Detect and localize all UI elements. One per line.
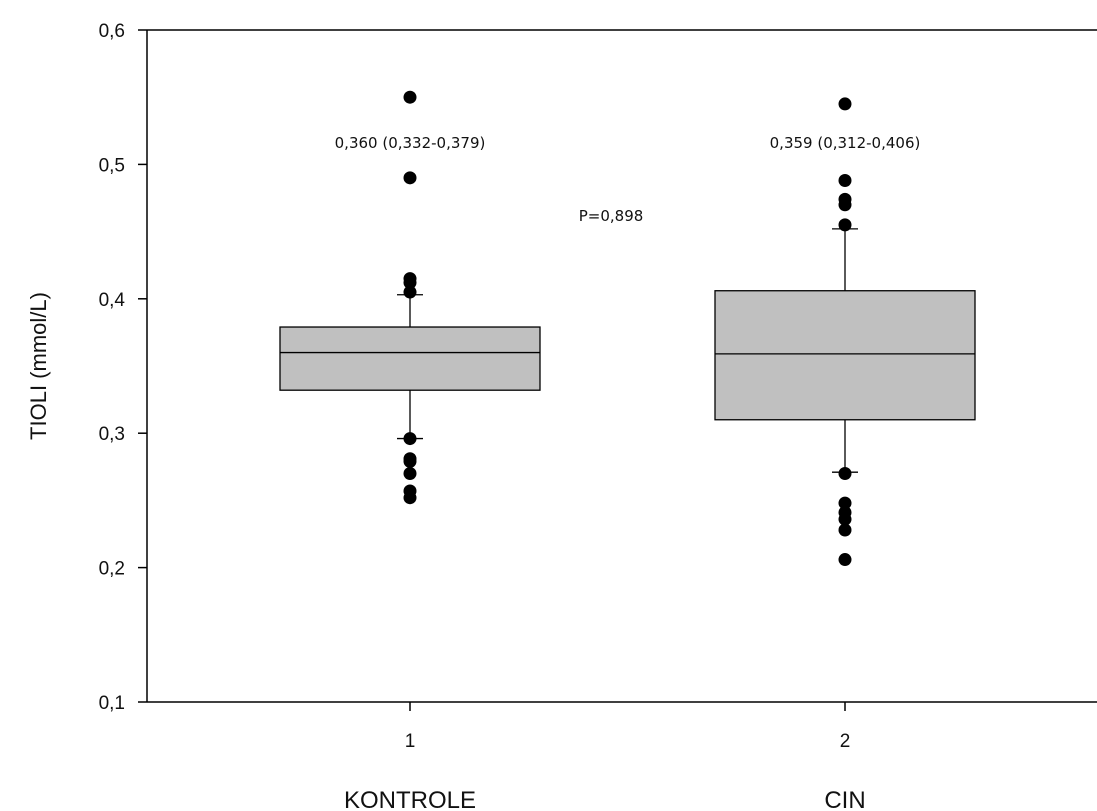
outlier-point bbox=[403, 467, 417, 481]
y-tick-label: 0,2 bbox=[99, 559, 125, 580]
y-tick-label: 0,3 bbox=[99, 424, 125, 445]
axes bbox=[146, 29, 1097, 703]
y-tick-label: 0,1 bbox=[99, 693, 125, 714]
box-group: 0,359 (0,312-0,406) bbox=[714, 97, 976, 567]
outlier-point bbox=[838, 174, 852, 188]
outlier-point bbox=[838, 467, 852, 481]
x-tick-label: 2 bbox=[840, 731, 851, 752]
y-ticks: 0,1 0,2 0,3 0,4 0,5 0,6 bbox=[99, 21, 147, 714]
outlier-point bbox=[838, 496, 852, 510]
group-label: CIN bbox=[824, 787, 865, 811]
outlier-point bbox=[838, 523, 852, 537]
box-group: 0,360 (0,332-0,379) bbox=[279, 90, 541, 505]
outlier-point bbox=[838, 553, 852, 567]
outlier-point bbox=[403, 285, 417, 299]
outlier-point bbox=[403, 171, 417, 185]
boxes: 0,360 (0,332-0,379) 0,359 (0,312-0,406) bbox=[279, 90, 976, 567]
summary-annotation: 0,359 (0,312-0,406) bbox=[770, 134, 921, 152]
y-tick-label: 0,5 bbox=[99, 155, 125, 176]
group-label: KONTROLE bbox=[344, 787, 476, 811]
outlier-point bbox=[403, 432, 417, 446]
x-ticks: 1 KONTROLE 2 CIN bbox=[344, 702, 866, 811]
outlier-point bbox=[838, 218, 852, 232]
outlier-point bbox=[838, 198, 852, 212]
outlier-point bbox=[403, 90, 417, 104]
outlier-point bbox=[838, 512, 852, 526]
outlier-point bbox=[403, 276, 417, 290]
box-iqr bbox=[714, 290, 976, 421]
y-tick-label: 0,6 bbox=[99, 21, 125, 42]
outlier-point bbox=[403, 491, 417, 505]
p-value-annotation: P=0,898 bbox=[579, 207, 644, 225]
outlier-point bbox=[838, 97, 852, 111]
y-axis-title: TIOLI (mmol/L) bbox=[26, 292, 51, 440]
summary-annotation: 0,360 (0,332-0,379) bbox=[335, 134, 486, 152]
x-tick-label: 1 bbox=[405, 731, 416, 752]
y-tick-label: 0,4 bbox=[99, 290, 126, 311]
outlier-point bbox=[403, 454, 417, 468]
box-iqr bbox=[279, 326, 541, 391]
